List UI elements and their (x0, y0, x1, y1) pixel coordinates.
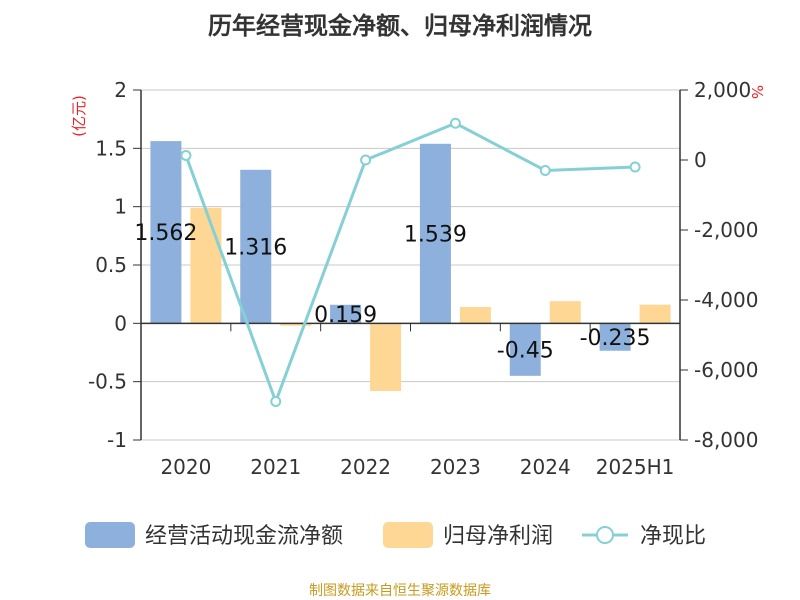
category-label: 2021 (250, 455, 301, 479)
legend-swatch-operating-cashflow (85, 522, 135, 548)
category-label: 2024 (520, 455, 571, 479)
left-tick-label: 1 (114, 195, 127, 219)
bar-operating-cashflow (330, 304, 362, 324)
data-labels: 1.562 1.316 0.159 1.539 -0.45 -0.235 (134, 221, 650, 363)
legend-label: 归母净利润 (443, 524, 553, 549)
source-note: 制图数据来自恒生聚源数据库 (309, 583, 491, 599)
left-tick-label: 1.5 (95, 136, 127, 160)
chart-title: 历年经营现金净额、归母净利润情况 (208, 12, 592, 40)
category-label: 2023 (430, 455, 481, 479)
legend-label: 经营活动现金流净额 (145, 524, 343, 549)
data-label: 1.539 (404, 223, 467, 248)
bar-net-profit (549, 301, 581, 324)
right-tick-label: -8,000 (694, 428, 758, 452)
left-axis-unit: (亿元) (70, 95, 88, 137)
left-tick-label: 2 (114, 78, 127, 102)
line-point (180, 149, 192, 161)
line-point (539, 165, 551, 176)
line-point (449, 117, 461, 129)
bar-operating-cashflow (419, 143, 451, 324)
tick-labels: 2 1.5 1 0.5 0 -0.5 -1 2,000 0 -2,000 -4,000 -6,000 -… (70, 78, 766, 479)
data-label: 0.159 (314, 303, 377, 328)
category-label: 2020 (160, 455, 211, 479)
left-tick-label: 0.5 (95, 253, 127, 277)
right-tick-label: 2,000 (694, 78, 751, 102)
bar-net-profit (280, 323, 312, 326)
line-point (360, 154, 372, 166)
right-tick-label: -2,000 (694, 218, 758, 242)
legend-swatch-net-profit (383, 522, 433, 548)
bar-net-profit (370, 323, 402, 391)
line-net-cash-ratio (184, 121, 636, 406)
line-point (270, 396, 282, 407)
data-label: 1.316 (224, 236, 287, 261)
bar-net-profit (459, 307, 491, 324)
bar-net-profit (190, 207, 222, 324)
bar-series (150, 141, 671, 391)
right-tick-label: 0 (694, 148, 707, 172)
line-point (629, 161, 641, 173)
legend-swatch-marker (596, 526, 614, 544)
left-tick-label: -0.5 (88, 370, 127, 394)
left-tick-label: 0 (114, 311, 127, 335)
right-axis-unit: % (748, 85, 766, 99)
bar-operating-cashflow (150, 141, 182, 324)
category-label: 2022 (340, 455, 391, 479)
line-series (180, 117, 641, 407)
data-label: 1.562 (134, 221, 197, 246)
gridlines (141, 89, 680, 441)
legend: 经营活动现金流净额 归母净利润 净现比 (85, 522, 706, 549)
bar-operating-cashflow (509, 323, 541, 376)
right-tick-label: -6,000 (694, 358, 758, 382)
bar-operating-cashflow (599, 323, 631, 351)
data-label: -0.45 (497, 339, 554, 364)
left-tick-label: -1 (107, 428, 127, 452)
bar-operating-cashflow (240, 169, 272, 324)
right-tick-label: -4,000 (694, 288, 758, 312)
axes (133, 89, 688, 441)
bar-net-profit (639, 304, 671, 324)
category-label: 2025H1 (596, 455, 675, 479)
data-label: -0.235 (580, 326, 651, 351)
legend-label: 净现比 (640, 524, 706, 549)
